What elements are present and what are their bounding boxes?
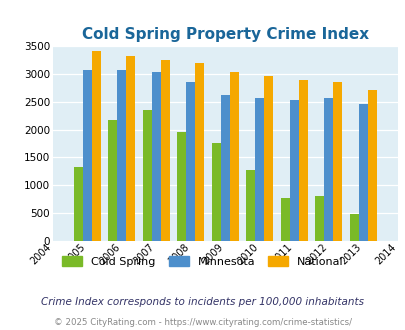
Bar [289, 100, 298, 241]
Bar [74, 167, 83, 241]
Bar [280, 198, 289, 241]
Bar [92, 50, 100, 241]
Bar [126, 56, 135, 241]
Bar [160, 59, 169, 241]
Bar [358, 104, 367, 241]
Title: Cold Spring Property Crime Index: Cold Spring Property Crime Index [81, 27, 368, 42]
Bar [220, 95, 229, 241]
Bar [255, 98, 264, 241]
Bar [117, 70, 126, 241]
Bar [143, 110, 151, 241]
Text: Crime Index corresponds to incidents per 100,000 inhabitants: Crime Index corresponds to incidents per… [41, 297, 364, 307]
Bar [324, 98, 333, 241]
Bar [367, 89, 376, 241]
Bar [83, 70, 92, 241]
Legend: Cold Spring, Minnesota, National: Cold Spring, Minnesota, National [62, 256, 343, 267]
Bar [349, 214, 358, 241]
Bar [333, 82, 341, 241]
Bar [151, 72, 160, 241]
Bar [177, 132, 186, 241]
Bar [229, 72, 238, 241]
Text: © 2025 CityRating.com - https://www.cityrating.com/crime-statistics/: © 2025 CityRating.com - https://www.city… [54, 318, 351, 327]
Bar [108, 120, 117, 241]
Bar [298, 80, 307, 241]
Bar [246, 170, 255, 241]
Bar [211, 143, 220, 241]
Bar [315, 196, 324, 241]
Bar [186, 82, 195, 241]
Bar [195, 63, 204, 241]
Bar [264, 76, 273, 241]
